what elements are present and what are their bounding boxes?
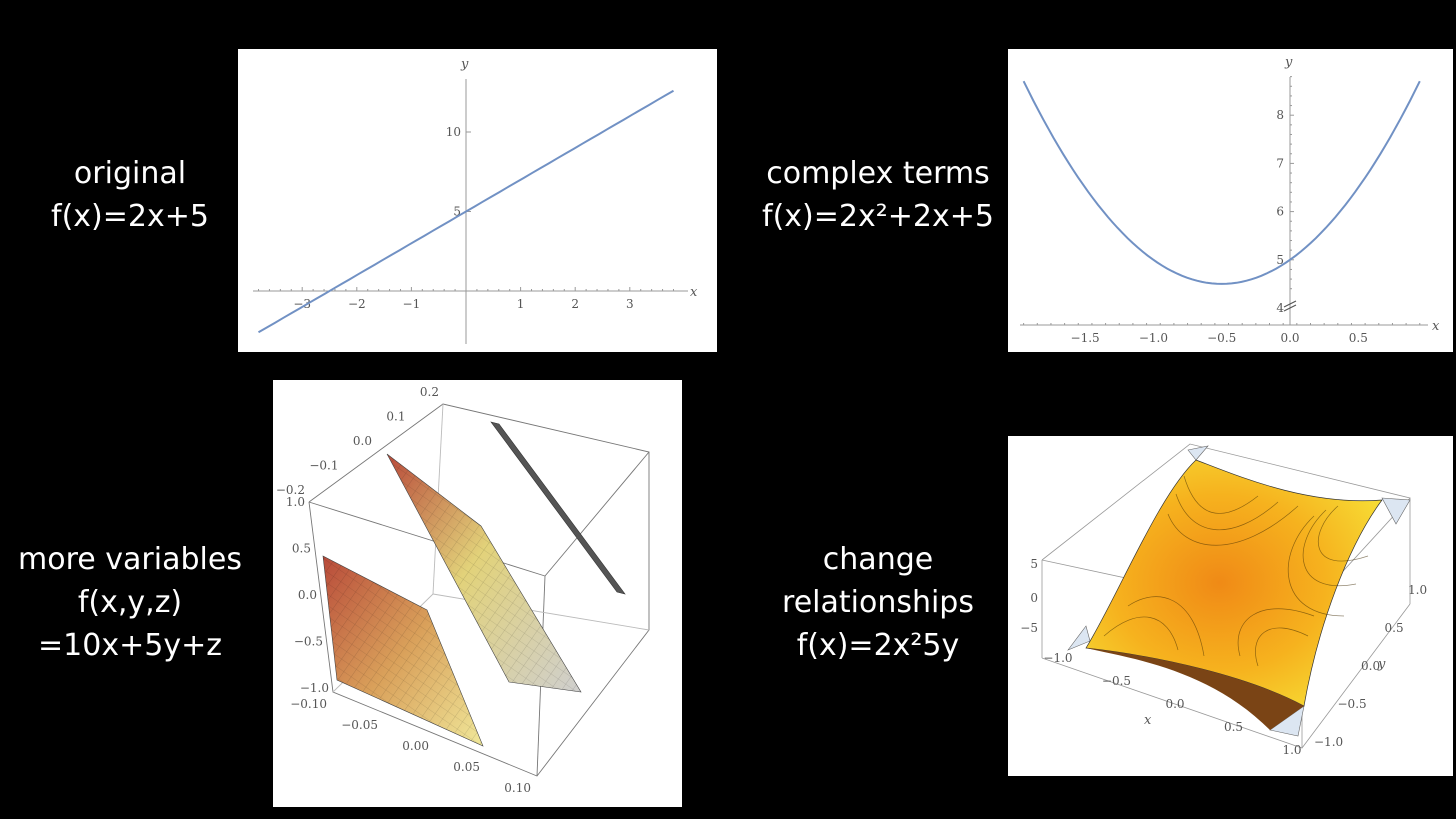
x-tick-label: 0.5 [1349, 331, 1368, 345]
z-tick-label: −0.1 [309, 459, 338, 473]
x-tick-label: 0.10 [504, 781, 531, 795]
x-tick-label: 0.5 [1224, 720, 1243, 734]
y-tick-label: 5 [1276, 253, 1284, 267]
chart-quadratic-svg: x y −1.5 −1.0 −0.5 0.0 0.5 4 5 6 7 8 [1020, 55, 1440, 345]
y-tick-label: 0.5 [292, 542, 311, 556]
y-tick-label: 1.0 [1408, 583, 1427, 597]
label-original-line1: original [73, 156, 187, 191]
y-tick-label: −0.5 [1338, 697, 1367, 711]
label-original-line2: f(x)=2x+5 [51, 199, 209, 234]
chart-quadratic: x y −1.5 −1.0 −0.5 0.0 0.5 4 5 6 7 8 [1008, 49, 1453, 352]
x-axis-label: x [1432, 319, 1440, 334]
z-tick-label: 0.1 [386, 410, 405, 424]
y-tick-label: 1.0 [286, 495, 305, 509]
axis-break-marker [1283, 300, 1297, 312]
y-tick-label: 0.5 [1385, 621, 1404, 635]
x-tick-label: −0.5 [1102, 674, 1131, 688]
clip-face-left [1067, 625, 1091, 651]
z-tick-label: −5 [1020, 621, 1038, 635]
clip-face-top [1187, 445, 1209, 461]
x-tick-label: 1 [517, 297, 525, 311]
chart-3d-planes: −0.2 −0.1 0.0 0.1 0.2 1.0 0.5 0.0 −0.5 −1.0 −0.10−… [273, 380, 682, 807]
y-axis-label: y [460, 57, 469, 72]
label-relationships: change relationships f(x)=2x²5y [758, 538, 998, 667]
chart-saddle-svg: −5 0 5 −1.0 −0.5 0.0 0.5 1.0 −1.0 −0.5 0.0 0.5 1.0 x… [1020, 443, 1427, 757]
z-tick-label: 5 [1030, 557, 1038, 571]
x-tick-label: −0.10 [290, 697, 327, 711]
chart-linear: x y −3 −2 −1 1 2 3 5 10 [238, 49, 717, 352]
x-tick-label: −0.05 [341, 718, 378, 732]
y-tick-label: 7 [1276, 156, 1284, 170]
label-relationships-line2: relationships [782, 585, 974, 620]
saddle-surface [1085, 459, 1383, 707]
x-tick-label: 0.05 [453, 760, 480, 774]
plane-surface-3 [490, 421, 626, 595]
x-axis-label: x [1144, 713, 1152, 728]
chart-saddle: −5 0 5 −1.0 −0.5 0.0 0.5 1.0 −1.0 −0.5 0.0 0.5 1.0 x… [1008, 436, 1453, 776]
label-complex-line1: complex terms [766, 156, 990, 191]
x-tick-label: 0.0 [1165, 697, 1184, 711]
y-tick-label: −1.0 [1314, 735, 1343, 749]
x-tick-label: −1.5 [1071, 331, 1100, 345]
label-complex: complex terms f(x)=2x²+2x+5 [758, 152, 998, 238]
z-tick-label: 0.0 [353, 434, 372, 448]
y-tick-label: 0.0 [1361, 659, 1380, 673]
y-tick-label: 5 [453, 205, 461, 219]
y-tick-label: −0.5 [294, 635, 323, 649]
y-axis-label: y [1377, 657, 1386, 672]
plane-surface-1-mesh [323, 556, 483, 746]
label-variables-line2: f(x,y,z) [77, 585, 183, 620]
x-tick-label: −1.0 [1139, 331, 1168, 345]
label-variables-line3: =10x+5y+z [38, 628, 222, 663]
chart-3d-planes-svg: −0.2 −0.1 0.0 0.1 0.2 1.0 0.5 0.0 −0.5 −1.0 −0.10−… [276, 385, 650, 795]
plane-surface-2-mesh [387, 454, 581, 692]
x-tick-label: 0.00 [402, 739, 429, 753]
contour-lines [1103, 475, 1369, 667]
z-tick-label: 0.2 [420, 385, 439, 399]
z-tick-label: 0 [1030, 591, 1038, 605]
y-tick-label: 10 [446, 125, 461, 139]
x-tick-label: −3 [293, 297, 311, 311]
y-tick-label: −1.0 [300, 681, 329, 695]
x-tick-label: 2 [571, 297, 579, 311]
x-tick-label: −1 [403, 297, 421, 311]
line-series [257, 89, 675, 334]
line-series [1022, 80, 1421, 285]
y-axis-label: y [1284, 55, 1293, 70]
x-tick-label: 3 [626, 297, 634, 311]
label-variables: more variables f(x,y,z) =10x+5y+z [5, 538, 255, 667]
label-relationships-line1: change [822, 542, 934, 577]
x-tick-label: 1.0 [1282, 743, 1301, 757]
x-axis-label: x [690, 285, 698, 300]
y-tick-label: 0.0 [298, 588, 317, 602]
label-original: original f(x)=2x+5 [40, 152, 220, 238]
label-complex-line2: f(x)=2x²+2x+5 [762, 199, 994, 234]
y-tick-label: 4 [1276, 301, 1284, 315]
x-tick-label: −2 [348, 297, 366, 311]
x-tick-label: −1.0 [1043, 651, 1072, 665]
label-relationships-line3: f(x)=2x²5y [796, 628, 960, 663]
x-tick-label: 0.0 [1280, 331, 1299, 345]
clip-face-right [1381, 497, 1411, 525]
saddle-underside [1086, 648, 1304, 730]
z-tick-label: −0.2 [276, 483, 305, 497]
y-tick-label: 6 [1276, 205, 1284, 219]
x-tick-label: −0.5 [1207, 331, 1236, 345]
chart-linear-svg: x y −3 −2 −1 1 2 3 5 10 [253, 57, 698, 344]
y-tick-label: 8 [1276, 108, 1284, 122]
label-variables-line1: more variables [18, 542, 242, 577]
